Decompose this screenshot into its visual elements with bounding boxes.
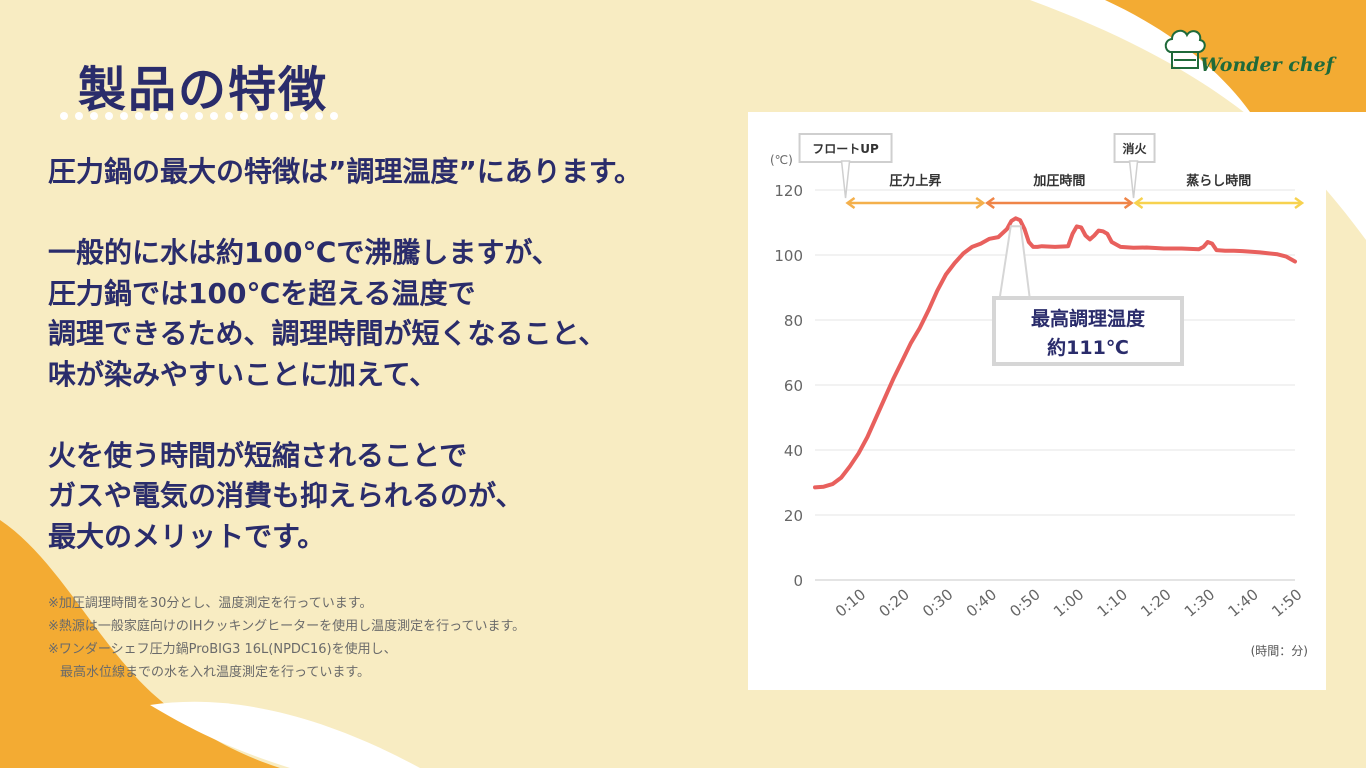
y-tick-label: 0 xyxy=(793,572,803,590)
x-axis-unit: (時間：分) xyxy=(1251,644,1308,658)
title-dot-divider xyxy=(60,112,338,120)
event-callout-box xyxy=(1113,133,1156,163)
y-tick-label: 40 xyxy=(784,442,803,460)
phase-arrow-head xyxy=(845,196,856,210)
bottom-left-white-swoosh xyxy=(150,701,420,768)
phase-arrow-head xyxy=(1123,196,1134,210)
event-callout-label: フロートUP xyxy=(812,142,879,156)
chef-hat-icon xyxy=(1164,29,1206,69)
x-tick-label: 0:40 xyxy=(963,585,1000,620)
phase-label: 加圧時間 xyxy=(1032,173,1085,189)
footnote: ※熱源は一般家庭向けのIHクッキングヒーターを使用し温度測定を行っています。 xyxy=(48,619,526,634)
body-line: ガスや電気の消費も抑えられるのが、 xyxy=(48,479,524,512)
peak-callout-value: 約111℃ xyxy=(1047,336,1129,359)
y-axis-unit: (℃) xyxy=(770,153,793,167)
y-tick-label: 60 xyxy=(784,377,803,395)
footnote: ※ワンダーシェフ圧力鍋ProBIG3 16L(NPDC16)を使用し、 xyxy=(48,642,397,657)
x-tick-label: 1:10 xyxy=(1094,585,1131,620)
body-line: 圧力鍋では100℃を超える温度で xyxy=(48,276,476,310)
y-tick-label: 100 xyxy=(774,247,803,265)
event-callout-box xyxy=(798,133,893,163)
x-tick-label: 1:30 xyxy=(1181,585,1218,620)
footnote: ※加圧調理時間を30分とし、温度測定を行っています。 xyxy=(48,596,373,611)
event-callout-label: 消火 xyxy=(1123,141,1148,156)
x-tick-label: 0:50 xyxy=(1006,585,1043,620)
y-tick-label: 80 xyxy=(784,312,803,330)
phase-arrow-head xyxy=(985,196,995,210)
phase-label: 蒸らし時間 xyxy=(1186,173,1251,189)
x-tick-label: 0:20 xyxy=(875,585,912,620)
y-tick-label: 120 xyxy=(774,182,803,200)
body-line: 最大のメリットです。 xyxy=(48,519,326,553)
top-right-orange-shape xyxy=(1105,0,1366,112)
phase-label: 圧力上昇 xyxy=(889,173,941,189)
feature-description: 圧力鍋の最大の特徴は”調理温度”にあります。 一般的に水は約100℃で沸騰します… xyxy=(48,152,728,557)
x-tick-label: 1:00 xyxy=(1050,585,1087,620)
x-tick-label: 1:20 xyxy=(1137,585,1174,620)
phase-arrow-head xyxy=(975,196,986,210)
body-line: 味が染みやすいことに加えて、 xyxy=(48,357,438,391)
phase-arrow-head xyxy=(1133,196,1144,210)
footnotes: ※加圧調理時間を30分とし、温度測定を行っています。 ※熱源は一般家庭向けのIH… xyxy=(48,592,525,684)
phase-arrow-head xyxy=(1294,196,1305,210)
body-line: 火を使う時間が短縮されることで xyxy=(48,438,468,472)
body-line: 一般的に水は約100℃で沸騰しますが、 xyxy=(48,236,560,269)
x-tick-label: 0:30 xyxy=(919,585,956,620)
x-tick-label: 1:50 xyxy=(1268,585,1305,620)
x-tick-label: 0:10 xyxy=(832,585,869,620)
y-tick-label: 20 xyxy=(784,507,803,525)
event-callout-pointer xyxy=(1128,160,1139,199)
x-tick-label: 1:40 xyxy=(1225,585,1262,620)
bottom-left-orange-shape xyxy=(0,520,280,768)
temperature-chart-panel: 0 20 40 60 80 100 120 (℃) 0:10 0:20 0:30 0:40 0:50 1:… xyxy=(748,112,1326,690)
temperature-line xyxy=(813,216,1297,490)
page-title: 製品の特徴 xyxy=(78,62,329,118)
event-callout-pointer xyxy=(840,160,851,199)
body-line: 圧力鍋の最大の特徴は”調理温度”にあります。 xyxy=(48,155,643,188)
peak-callout-title: 最高調理温度 xyxy=(1031,307,1146,330)
footnote: 最高水位線までの水を入れ温度測定を行っています。 xyxy=(60,665,371,680)
body-line: 調理できるため、調理時間が短くなること、 xyxy=(48,317,607,350)
logo-wordmark: Wonder chef xyxy=(1200,54,1334,76)
peak-callout-box xyxy=(992,296,1184,366)
